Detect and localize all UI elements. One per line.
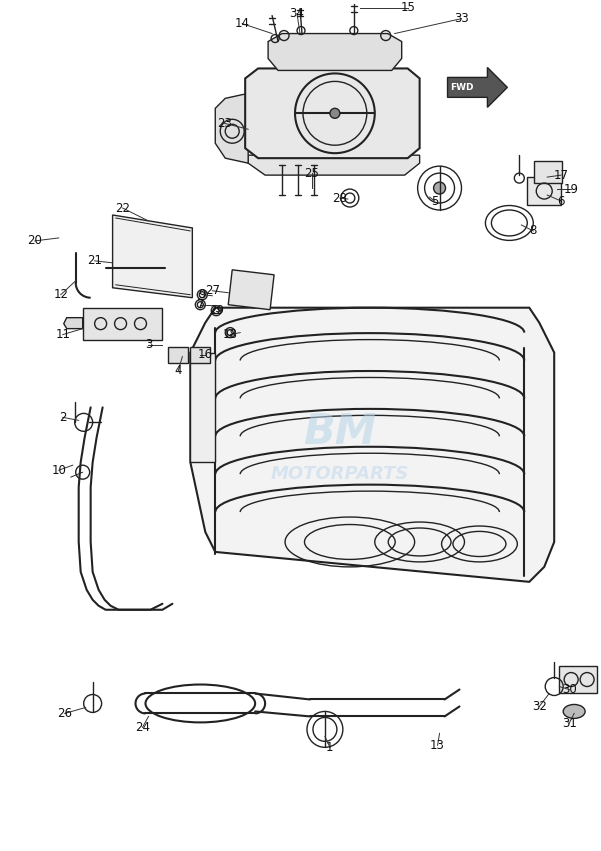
Polygon shape [191, 308, 554, 582]
Text: 32: 32 [532, 700, 547, 713]
Text: 16: 16 [198, 348, 213, 361]
Text: 31: 31 [562, 717, 576, 730]
Text: 26: 26 [57, 707, 72, 720]
Bar [559, 665, 597, 694]
Ellipse shape [563, 705, 585, 718]
Text: 22: 22 [115, 202, 130, 214]
Text: 12: 12 [53, 288, 69, 301]
Bar [83, 308, 162, 340]
Text: 33: 33 [454, 12, 469, 25]
Text: 25: 25 [305, 167, 319, 180]
Polygon shape [248, 155, 419, 175]
Text: BM: BM [304, 411, 376, 454]
Text: 24: 24 [135, 721, 150, 734]
Polygon shape [268, 33, 401, 71]
Text: 28: 28 [332, 191, 347, 204]
Text: 8: 8 [529, 225, 537, 237]
Text: 34: 34 [290, 7, 305, 20]
Bar [527, 177, 561, 205]
Text: 17: 17 [554, 168, 569, 181]
Polygon shape [228, 270, 274, 310]
Text: 7: 7 [197, 298, 204, 311]
Polygon shape [448, 67, 507, 107]
Circle shape [330, 108, 340, 118]
Text: 29: 29 [209, 304, 224, 317]
Text: 2: 2 [59, 411, 67, 424]
Text: 14: 14 [234, 17, 249, 30]
Text: 20: 20 [28, 234, 42, 248]
Polygon shape [191, 352, 215, 462]
Polygon shape [112, 215, 192, 298]
Text: 18: 18 [223, 328, 237, 341]
Text: 15: 15 [400, 1, 415, 14]
Text: 30: 30 [562, 683, 576, 696]
Text: 19: 19 [564, 183, 579, 196]
Text: 21: 21 [87, 254, 102, 267]
Bar [191, 346, 210, 363]
Text: 4: 4 [175, 364, 182, 377]
Text: 5: 5 [431, 195, 438, 208]
Bar [168, 346, 188, 363]
Text: 13: 13 [430, 739, 445, 751]
Text: 11: 11 [55, 328, 70, 341]
Text: 9: 9 [198, 288, 206, 301]
Text: 10: 10 [51, 464, 66, 477]
Text: FWD: FWD [450, 83, 473, 92]
Polygon shape [245, 68, 419, 158]
Circle shape [433, 182, 445, 194]
Text: 1: 1 [326, 741, 334, 754]
Text: MOTORPARTS: MOTORPARTS [270, 465, 409, 483]
Bar [534, 161, 562, 183]
Text: 23: 23 [217, 117, 231, 129]
Text: 3: 3 [145, 338, 152, 351]
Text: 27: 27 [205, 284, 220, 297]
Text: 6: 6 [558, 195, 565, 208]
Polygon shape [215, 94, 248, 163]
Polygon shape [64, 317, 83, 328]
